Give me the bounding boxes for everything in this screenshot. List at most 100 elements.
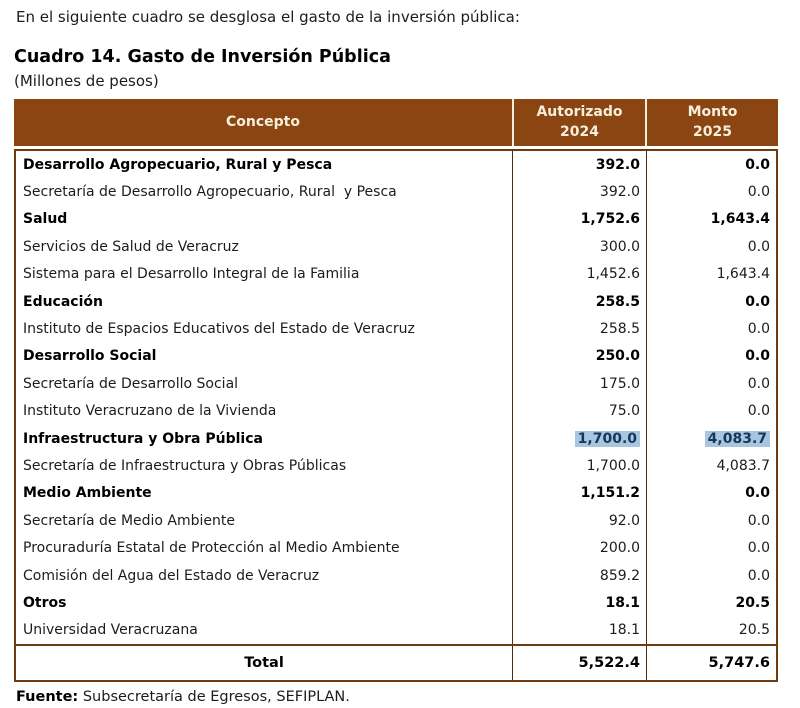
table-row: Secretaría de Desarrollo Agropecuario, R… — [16, 178, 776, 206]
autorizado-value: 392.0 — [599, 184, 640, 201]
cell-monto: 0.0 — [646, 342, 776, 371]
autorizado-value: 250.0 — [595, 348, 640, 365]
cell-monto: 0.0 — [646, 315, 776, 343]
autorizado-value: 1,752.6 — [580, 211, 640, 228]
autorizado-value: 1,700.0 — [586, 457, 640, 474]
autorizado-value: 1,151.2 — [580, 485, 640, 502]
cell-monto: 20.5 — [646, 589, 776, 617]
cell-autorizado: 392.0 — [512, 151, 646, 179]
cell-concepto: Desarrollo Social — [23, 348, 157, 365]
monto-value: 0.0 — [747, 403, 770, 420]
cell-concepto: Salud — [23, 211, 68, 228]
column-header-concepto: Concepto — [226, 113, 300, 130]
autorizado-value: 258.5 — [595, 293, 640, 310]
cell-monto: 0.0 — [646, 534, 776, 562]
table-row: Instituto de Espacios Educativos del Est… — [16, 315, 776, 343]
cell-monto: 1,643.4 — [646, 205, 776, 234]
table-row: Instituto Veracruzano de la Vivienda 75.… — [16, 397, 776, 425]
cell-concepto: Secretaría de Desarrollo Social — [23, 375, 239, 392]
table-row: Secretaría de Infraestructura y Obras Pú… — [16, 452, 776, 480]
monto-value: 0.0 — [747, 321, 770, 338]
cell-autorizado: 200.0 — [512, 534, 646, 562]
cell-concepto: Instituto de Espacios Educativos del Est… — [23, 321, 415, 338]
cell-autorizado: 250.0 — [512, 342, 646, 371]
autorizado-value: 200.0 — [599, 540, 640, 557]
autorizado-value: 18.1 — [608, 622, 640, 639]
table-row: Secretaría de Medio Ambiente 92.0 0.0 — [16, 507, 776, 535]
cell-monto: 20.5 — [646, 616, 776, 645]
table-body-box: Desarrollo Agropecuario, Rural y Pesca 3… — [14, 149, 778, 683]
cell-monto: 0.0 — [646, 287, 776, 316]
cell-monto: 0.0 — [646, 479, 776, 508]
cell-concepto: Infraestructura y Obra Pública — [23, 430, 263, 447]
column-header-monto-2025: Monto 2025 — [645, 99, 778, 146]
cell-concepto: Secretaría de Medio Ambiente — [23, 512, 236, 529]
cell-concepto: Secretaría de Infraestructura y Obras Pú… — [23, 457, 347, 474]
monto-value: 0.0 — [745, 348, 770, 365]
cell-concepto: Instituto Veracruzano de la Vivienda — [23, 403, 277, 420]
cell-concepto: Educación — [23, 293, 103, 310]
cell-autorizado: 859.2 — [512, 561, 646, 590]
monto-value: 0.0 — [745, 293, 770, 310]
autorizado-value: 258.5 — [599, 321, 640, 338]
cell-monto: 0.0 — [646, 397, 776, 425]
cell-concepto: Secretaría de Desarrollo Agropecuario, R… — [23, 184, 397, 201]
cell-autorizado: 258.5 — [512, 287, 646, 316]
cell-autorizado: 18.1 — [512, 589, 646, 617]
autorizado-value: 300.0 — [599, 238, 640, 255]
column-header-autorizado-line2: 2024 — [560, 123, 599, 140]
autorizado-value: 1,452.6 — [586, 266, 640, 283]
cell-autorizado: 75.0 — [512, 397, 646, 425]
monto-value: 0.0 — [747, 540, 770, 557]
cell-autorizado: 18.1 — [512, 616, 646, 645]
table-row: Sistema para el Desarrollo Integral de l… — [16, 260, 776, 288]
cell-concepto: Desarrollo Agropecuario, Rural y Pesca — [23, 156, 333, 173]
monto-value: 1,643.4 — [716, 266, 770, 283]
monto-value: 0.0 — [747, 238, 770, 255]
cell-autorizado: 1,452.6 — [512, 260, 646, 288]
cell-monto: 0.0 — [646, 151, 776, 179]
column-header-monto-line1: Monto — [687, 103, 738, 120]
cell-autorizado: 392.0 — [512, 178, 646, 206]
table-row: Educación 258.5 0.0 — [16, 287, 776, 316]
cell-concepto: Otros — [23, 594, 67, 611]
autorizado-value: 392.0 — [595, 156, 640, 173]
column-header-monto-line2: 2025 — [693, 123, 732, 140]
cell-concepto: Medio Ambiente — [23, 485, 152, 502]
table-row: Salud 1,752.6 1,643.4 — [16, 205, 776, 234]
table-subtitle: (Millones de pesos) — [14, 72, 159, 90]
cell-autorizado: 1,151.2 — [512, 479, 646, 508]
cell-autorizado: 1,752.6 — [512, 205, 646, 234]
monto-value: 0.0 — [745, 156, 770, 173]
cell-monto: 0.0 — [646, 233, 776, 261]
cell-autorizado: 1,700.0 — [512, 424, 646, 453]
cell-concepto: Sistema para el Desarrollo Integral de l… — [23, 266, 360, 283]
cell-autorizado: 175.0 — [512, 370, 646, 398]
cell-monto: 0.0 — [646, 561, 776, 590]
table-row: Secretaría de Desarrollo Social 175.0 0.… — [16, 370, 776, 398]
source-note: Fuente: Subsecretaría de Egresos, SEFIPL… — [16, 689, 784, 705]
table-title: Cuadro 14. Gasto de Inversión Pública — [14, 47, 391, 67]
cell-concepto: Universidad Veracruzana — [23, 622, 198, 639]
cell-concepto: Comisión del Agua del Estado de Veracruz — [23, 567, 320, 584]
autorizado-value: 1,700.0 — [574, 430, 640, 447]
total-monto-value: 5,747.6 — [708, 655, 770, 672]
monto-value: 0.0 — [747, 512, 770, 529]
table-row: Infraestructura y Obra Pública 1,700.0 4… — [16, 424, 776, 453]
table-row: Procuraduría Estatal de Protección al Me… — [16, 534, 776, 562]
autorizado-value: 75.0 — [608, 403, 640, 420]
source-label: Fuente: — [16, 689, 79, 706]
cell-monto: 0.0 — [646, 178, 776, 206]
table-header-row: Concepto Autorizado 2024 Monto 2025 — [14, 99, 778, 146]
total-autorizado-cell: 5,522.4 — [512, 646, 646, 681]
table-row: Universidad Veracruzana 18.1 20.5 — [16, 616, 776, 645]
autorizado-value: 92.0 — [608, 512, 640, 529]
monto-value: 0.0 — [745, 485, 770, 502]
monto-value: 0.0 — [747, 184, 770, 201]
cell-monto: 1,643.4 — [646, 260, 776, 288]
total-label: Total — [244, 655, 284, 672]
intro-text: En el siguiente cuadro se desglosa el ga… — [16, 8, 520, 26]
table-row: Desarrollo Agropecuario, Rural y Pesca 3… — [16, 151, 776, 179]
source-text: Subsecretaría de Egresos, SEFIPLAN. — [78, 689, 350, 706]
